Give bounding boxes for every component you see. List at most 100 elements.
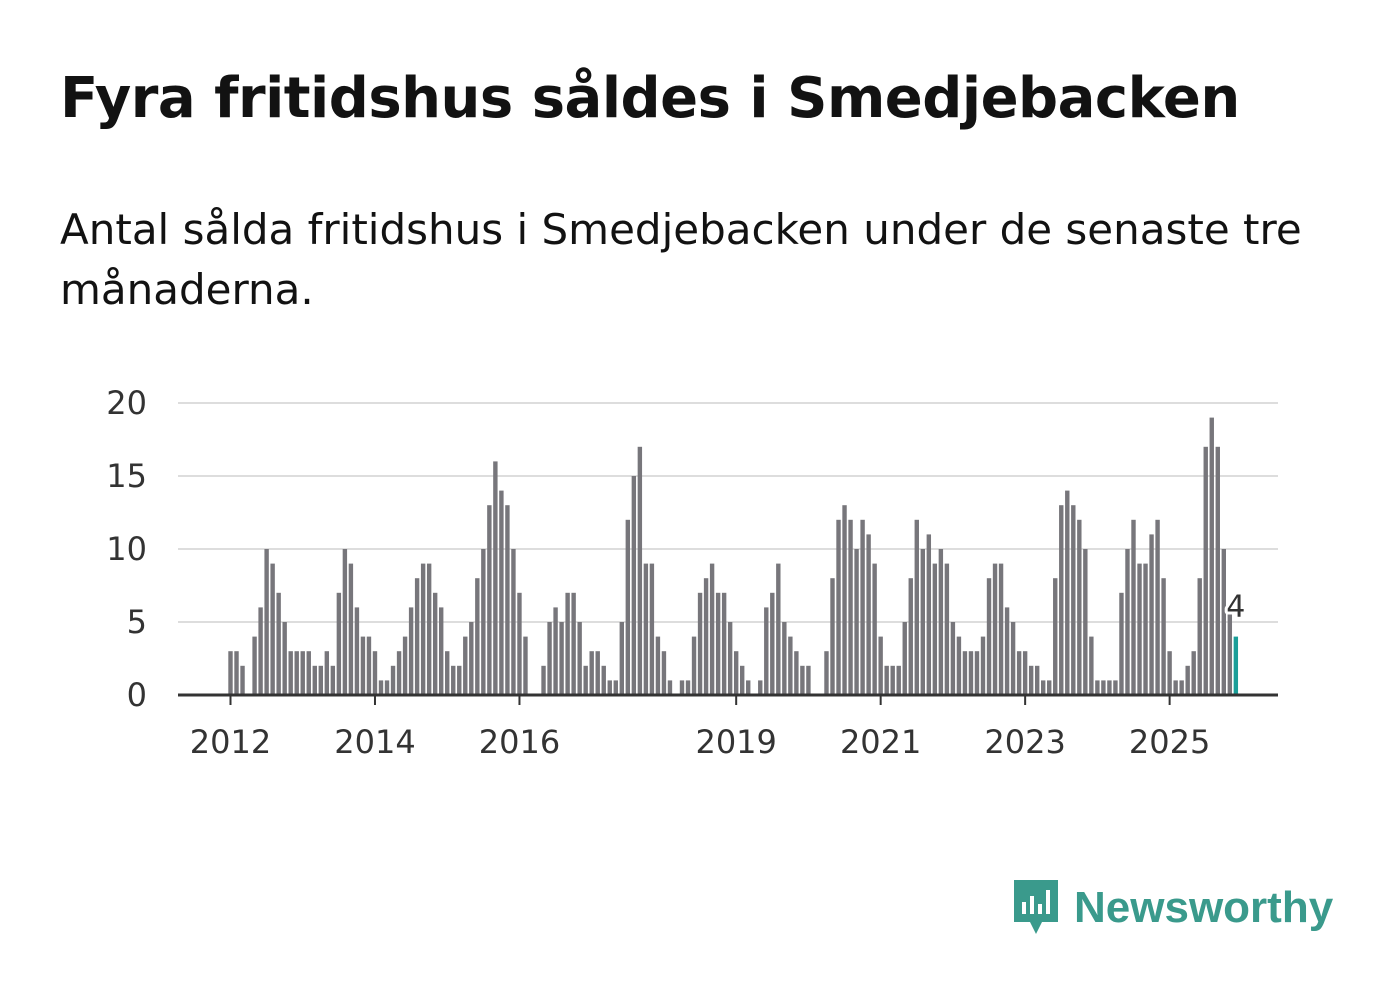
- bar: [360, 636, 366, 695]
- bar: [1047, 680, 1052, 695]
- bar: [432, 592, 438, 695]
- bar: [378, 680, 384, 695]
- bar: [878, 636, 883, 695]
- bar: [481, 549, 486, 695]
- bar: [559, 622, 564, 695]
- bar: [962, 651, 968, 695]
- bar: [721, 592, 727, 695]
- bar: [848, 519, 853, 695]
- bar: [547, 622, 552, 695]
- bar: [806, 665, 811, 695]
- bar: [511, 549, 516, 695]
- x-tick-label: 2025: [1129, 723, 1210, 761]
- bar: [1155, 519, 1160, 695]
- bar: [758, 680, 763, 695]
- bar: [740, 665, 745, 695]
- bar: [655, 636, 661, 695]
- bar: [986, 578, 992, 695]
- bar: [240, 665, 245, 695]
- bar: [300, 651, 305, 695]
- x-tick-label: 2012: [190, 723, 271, 761]
- bar: [1197, 578, 1202, 695]
- bar: [420, 563, 426, 695]
- bar: [541, 665, 546, 695]
- bar: [228, 651, 233, 695]
- bar: [733, 651, 739, 695]
- bar: [294, 651, 299, 695]
- bar: [457, 665, 462, 695]
- bar: [439, 607, 444, 695]
- bar: [463, 636, 468, 695]
- bar: [595, 651, 600, 695]
- bar: [679, 680, 685, 695]
- y-tick-label: 0: [127, 676, 147, 714]
- bar: [625, 519, 631, 695]
- bar: [414, 578, 420, 695]
- bar: [288, 651, 293, 695]
- bar: [830, 578, 835, 695]
- y-tick-label: 15: [106, 457, 147, 495]
- bar: [980, 636, 986, 695]
- bar: [354, 607, 360, 695]
- bar: [746, 680, 751, 695]
- bar: [1191, 651, 1196, 695]
- bar: [1131, 519, 1136, 695]
- bar: [505, 505, 510, 695]
- bar: [727, 622, 733, 695]
- bar: [908, 578, 913, 695]
- bar: [938, 549, 944, 695]
- bar: [1089, 636, 1094, 695]
- bar: [1149, 534, 1154, 695]
- bar: [1101, 680, 1106, 695]
- bar: [607, 680, 612, 695]
- bar: [1107, 680, 1112, 695]
- bar: [390, 665, 396, 695]
- x-tick-label: 2016: [479, 723, 560, 761]
- bar: [252, 636, 257, 695]
- bar: [800, 665, 805, 695]
- bar: [493, 461, 498, 695]
- bar: [691, 636, 697, 695]
- bar: [1095, 680, 1100, 695]
- bar: [884, 665, 889, 695]
- x-tick-label: 2021: [840, 723, 921, 761]
- bar-chart: 0 5 10 15 20 2012 2014 2016 2019 2021 2023 2025 4: [106, 384, 1278, 761]
- bar: [661, 651, 667, 695]
- bar: [866, 534, 871, 695]
- bar: [553, 607, 558, 695]
- bar: [372, 651, 378, 695]
- bar: [445, 651, 450, 695]
- bar: [318, 665, 323, 695]
- bar: [366, 636, 372, 695]
- bar: [1113, 680, 1118, 695]
- bar: [1125, 549, 1130, 695]
- brand-name: Newsworthy: [1074, 883, 1334, 932]
- bar: [932, 563, 938, 695]
- bar: [1119, 592, 1124, 695]
- bar: [968, 651, 974, 695]
- bar: [306, 651, 311, 695]
- bar: [764, 607, 769, 695]
- bar: [709, 563, 715, 695]
- bar: [613, 680, 618, 695]
- bar: [517, 592, 522, 695]
- x-tick-label: 2014: [334, 723, 415, 761]
- bar: [1179, 680, 1184, 695]
- newsworthy-logo-icon: [1014, 880, 1058, 934]
- bar: [402, 636, 408, 695]
- bar: [1065, 490, 1070, 695]
- bar: [836, 519, 841, 695]
- bar: [860, 519, 865, 695]
- bar: [577, 622, 582, 695]
- bar: [523, 636, 528, 695]
- bar: [1161, 578, 1166, 695]
- bar: [824, 651, 829, 695]
- bar: [890, 665, 895, 695]
- bar: [1203, 446, 1208, 695]
- bar: [264, 549, 269, 695]
- highlighted-bar: [1233, 636, 1239, 695]
- bar: [1137, 563, 1142, 695]
- bar: [499, 490, 504, 695]
- bar: [1041, 680, 1046, 695]
- bar: [583, 665, 588, 695]
